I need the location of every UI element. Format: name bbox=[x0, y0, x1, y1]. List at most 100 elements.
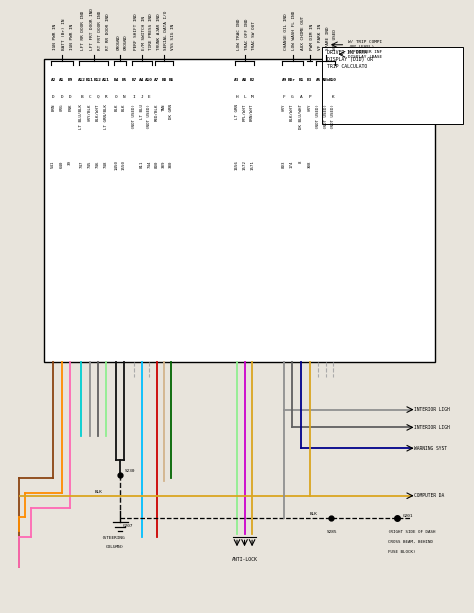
Text: 389: 389 bbox=[162, 160, 166, 167]
Text: A5: A5 bbox=[315, 78, 321, 82]
Text: A8: A8 bbox=[242, 78, 247, 82]
Text: O: O bbox=[115, 94, 118, 99]
Text: WARNING SYST: WARNING SYST bbox=[414, 446, 447, 451]
Text: DK GRN: DK GRN bbox=[169, 104, 173, 118]
Text: L: L bbox=[243, 94, 246, 99]
Text: AUX CHIME OUT: AUX CHIME OUT bbox=[301, 16, 305, 50]
Text: 746: 746 bbox=[96, 160, 100, 167]
Text: ANTI-LOCK: ANTI-LOCK bbox=[232, 557, 257, 562]
Text: VF PARK IN: VF PARK IN bbox=[318, 24, 322, 50]
Text: Q: Q bbox=[97, 94, 99, 99]
Text: GRY: GRY bbox=[308, 104, 311, 111]
Text: FUSE BLOCK): FUSE BLOCK) bbox=[388, 550, 415, 554]
Text: A2: A2 bbox=[51, 78, 56, 82]
Text: K: K bbox=[332, 94, 335, 99]
Text: LT GRN/BLK: LT GRN/BLK bbox=[104, 104, 108, 129]
Text: TAN: TAN bbox=[162, 104, 166, 111]
Text: B6: B6 bbox=[168, 78, 173, 82]
Text: PPL/WHT: PPL/WHT bbox=[243, 104, 246, 121]
Text: M: M bbox=[251, 94, 254, 99]
Text: INTERIOR LIGH: INTERIOR LIGH bbox=[414, 407, 450, 412]
Text: BRN: BRN bbox=[51, 104, 55, 111]
Text: TRAC SW OUT: TRAC SW OUT bbox=[252, 21, 256, 50]
Text: RT RR DOOR IND: RT RR DOOR IND bbox=[106, 13, 110, 50]
Text: E/M SWITCH IN: E/M SWITCH IN bbox=[142, 16, 146, 50]
Text: TIRE PRESS IND: TIRE PRESS IND bbox=[149, 13, 154, 50]
Text: LOW WASH FL IND: LOW WASH FL IND bbox=[292, 11, 296, 50]
Text: A1: A1 bbox=[59, 78, 64, 82]
Text: BLK/WHT: BLK/WHT bbox=[290, 104, 294, 121]
Text: A7: A7 bbox=[154, 78, 160, 82]
Text: LT BLU: LT BLU bbox=[140, 104, 144, 118]
Text: ORG: ORG bbox=[60, 104, 64, 111]
Text: IGN PWR IN: IGN PWR IN bbox=[70, 24, 74, 50]
Text: 541: 541 bbox=[51, 160, 55, 167]
Text: A11: A11 bbox=[102, 78, 110, 82]
Text: RED/BLK: RED/BLK bbox=[155, 104, 159, 121]
Text: (NOT USED): (NOT USED) bbox=[132, 104, 136, 129]
Text: 747: 747 bbox=[80, 160, 83, 167]
Text: 1656: 1656 bbox=[235, 160, 239, 170]
Text: 1571: 1571 bbox=[250, 160, 254, 170]
Text: C: C bbox=[89, 94, 91, 99]
Text: BLK: BLK bbox=[114, 104, 118, 111]
Text: BLK: BLK bbox=[94, 490, 102, 494]
Text: 811: 811 bbox=[140, 160, 144, 167]
Text: LFT RR DOOR IND: LFT RR DOOR IND bbox=[82, 11, 85, 50]
Text: B10: B10 bbox=[329, 78, 337, 82]
Text: DK BLU/WHT: DK BLU/WHT bbox=[299, 104, 303, 129]
Text: B: B bbox=[80, 94, 83, 99]
Text: 174: 174 bbox=[290, 160, 294, 167]
Text: B8r: B8r bbox=[288, 78, 296, 82]
Text: 1550: 1550 bbox=[122, 160, 126, 170]
Text: 8: 8 bbox=[299, 160, 303, 162]
Text: (NOT USED): (NOT USED) bbox=[147, 104, 151, 129]
Text: PWM DIM IN: PWM DIM IN bbox=[310, 24, 314, 50]
Text: P: P bbox=[308, 94, 311, 99]
Text: S230: S230 bbox=[125, 469, 136, 473]
Text: G201: G201 bbox=[403, 514, 413, 517]
Text: B11: B11 bbox=[86, 78, 94, 82]
Text: 744: 744 bbox=[147, 160, 151, 167]
Text: W/ TRIP COMPI
(UP-LEVEL): W/ TRIP COMPI (UP-LEVEL) bbox=[348, 40, 382, 50]
Text: DRIVER INFORMA
DISPLAY (DID) OR
TRIP CALCULATO: DRIVER INFORMA DISPLAY (DID) OR TRIP CAL… bbox=[327, 50, 373, 69]
Text: COMPUTER DA: COMPUTER DA bbox=[414, 493, 445, 498]
Text: 1572: 1572 bbox=[243, 160, 246, 170]
Text: B8: B8 bbox=[161, 78, 166, 82]
Text: BLK: BLK bbox=[310, 512, 318, 516]
Text: R: R bbox=[105, 94, 107, 99]
Text: B9: B9 bbox=[68, 78, 73, 82]
Text: SPARE IND: SPARE IND bbox=[326, 26, 329, 50]
Text: (NOT USED): (NOT USED) bbox=[316, 104, 320, 129]
Text: D: D bbox=[60, 94, 63, 99]
Text: A4: A4 bbox=[139, 78, 145, 82]
Text: A3: A3 bbox=[234, 78, 240, 82]
Text: B2: B2 bbox=[249, 78, 255, 82]
Text: D: D bbox=[69, 94, 72, 99]
Text: LT GRN: LT GRN bbox=[235, 104, 239, 118]
Text: TRAC OFF IND: TRAC OFF IND bbox=[245, 18, 248, 50]
Text: 380: 380 bbox=[169, 160, 173, 167]
Text: GROUND: GROUND bbox=[117, 34, 120, 50]
Text: 803: 803 bbox=[282, 160, 286, 167]
Text: GRY: GRY bbox=[282, 104, 286, 111]
Text: NOT USED: NOT USED bbox=[333, 29, 337, 50]
Text: BLK/WHT: BLK/WHT bbox=[96, 104, 100, 121]
Text: PNK: PNK bbox=[68, 104, 72, 111]
Text: 1450: 1450 bbox=[114, 160, 118, 170]
Text: LT BLU/BLK: LT BLU/BLK bbox=[80, 104, 83, 129]
Text: G: G bbox=[291, 94, 293, 99]
Text: CHANGE OIL IND: CHANGE OIL IND bbox=[284, 13, 288, 50]
Text: BRN/WHT: BRN/WHT bbox=[250, 104, 254, 121]
Text: B4: B4 bbox=[114, 78, 119, 82]
Text: A10: A10 bbox=[146, 78, 153, 82]
Text: D: D bbox=[52, 94, 55, 99]
Text: B7: B7 bbox=[132, 78, 137, 82]
Text: INTERIOR LIGH: INTERIOR LIGH bbox=[414, 425, 450, 430]
Text: F: F bbox=[283, 94, 285, 99]
Text: VSS SIG IN: VSS SIG IN bbox=[171, 24, 175, 50]
Text: SERIAL DATA I/O: SERIAL DATA I/O bbox=[164, 11, 168, 50]
Text: BATT (B+) IN: BATT (B+) IN bbox=[62, 18, 66, 50]
Text: 745: 745 bbox=[88, 160, 92, 167]
Text: J: J bbox=[140, 94, 143, 99]
